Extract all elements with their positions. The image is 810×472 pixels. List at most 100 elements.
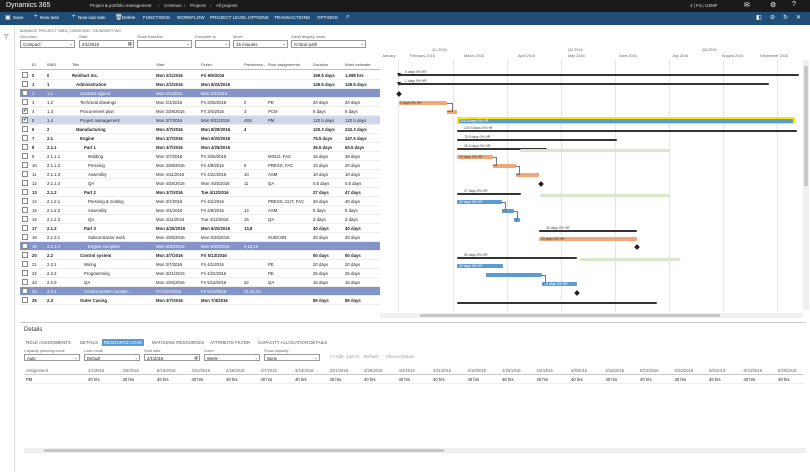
table-row[interactable]: 20 2.2 Control system Mon 3/7/2016 Fri 5/13/… xyxy=(20,251,380,260)
table-row[interactable]: 22 2.2.2 Programming Mon 3/21/2016 Fri 4/22/… xyxy=(20,269,380,278)
table-row[interactable]: ✔ 4 1.3 Procurement plan Mon 2/29/2016 Fri 3/… xyxy=(20,107,380,116)
row-checkbox[interactable]: ✔ xyxy=(22,117,28,123)
scroll-thumb[interactable] xyxy=(804,66,808,186)
gantt-chart[interactable]: Q1 2016 Q2 2016 Q3 2016 January February… xyxy=(380,46,802,312)
help-icon[interactable]: ? xyxy=(792,1,796,8)
table-row[interactable]: 10 2.1.1.2 Pressing Mon 3/28/2016 Fri 4/8/20… xyxy=(20,161,380,170)
row-checkbox[interactable] xyxy=(22,198,28,204)
start-date-input[interactable]: Start date 2/1/2016 ▦ xyxy=(144,349,200,361)
col-header-predecessors[interactable]: Predecess... xyxy=(244,62,267,67)
tab-attribute-filter[interactable]: ATTRIBUTE FILTER xyxy=(210,340,251,345)
attach-icon[interactable]: ⊘ xyxy=(770,15,776,21)
start-date-filter[interactable]: Start 2/1/2016 ▦ xyxy=(79,34,134,48)
breadcrumb-2[interactable]: Common xyxy=(164,3,182,8)
col-header-title[interactable]: Title xyxy=(72,62,80,67)
message-icon[interactable]: ✉ xyxy=(744,2,750,9)
show-capacity-select[interactable]: Show capacity None ⌄ xyxy=(264,349,320,361)
gantt-summary-bar[interactable] xyxy=(457,148,547,150)
table-row[interactable]: 6 2 Manufacturing Mon 3/7/2016 Mon 8/29/2016… xyxy=(20,125,380,134)
gantt-milestone[interactable] xyxy=(538,181,544,187)
table-row[interactable]: 19 2.1.3.2 Engine complete Mon 6/20/2016 Mon… xyxy=(20,242,380,251)
table-row[interactable]: 21 2.2.1 Wiring Mon 3/7/2016 Fri 4/1/2016 PE 2… xyxy=(20,260,380,269)
resource-load-row[interactable]: PM 40 hrs 40 hrs 40 hrs 40 hrs 40 hrs 40 hrs 40… xyxy=(24,376,804,384)
row-checkbox[interactable] xyxy=(22,279,28,285)
breadcrumb-4[interactable]: All projects xyxy=(216,3,238,8)
company-user[interactable]: 4 | Fru; USMF xyxy=(690,3,718,8)
project-level-options-tab[interactable]: PROJECT LEVEL OPTIONS xyxy=(210,15,269,20)
functions-tab[interactable]: FUNCTIONS xyxy=(143,15,170,20)
row-checkbox[interactable] xyxy=(22,252,28,258)
row-checkbox[interactable] xyxy=(22,297,28,303)
gantt-task-bar[interactable] xyxy=(542,282,577,286)
gantt-summary-bar[interactable] xyxy=(457,130,797,132)
row-checkbox[interactable] xyxy=(22,189,28,195)
new-task-button[interactable]: New task xyxy=(40,15,59,20)
table-row[interactable]: 23 2.2.3 QA Mon 4/25/2016 Fri 5/13/2016 22 QA 1… xyxy=(20,278,380,287)
row-checkbox[interactable] xyxy=(22,162,28,168)
table-row[interactable]: ✔ 5 1.4 Project management Mon 3/7/2016 Mon 8… xyxy=(20,116,380,125)
tab-details[interactable]: DETAILS xyxy=(80,340,98,345)
table-row[interactable]: 12 2.1.1.4 QA Mon 4/25/2016 Mon 4/25/2016 11 Q… xyxy=(20,179,380,188)
search-icon[interactable]: ⌕ xyxy=(346,14,350,20)
row-checkbox[interactable] xyxy=(22,126,28,132)
table-row[interactable]: 1 1 Administration Mon 2/1/2016 Mon 8/22/201… xyxy=(20,80,380,89)
col-header-role-assignments[interactable]: Role assignments xyxy=(268,62,300,67)
row-checkbox[interactable] xyxy=(22,243,28,249)
table-row[interactable]: 8 2.1.1 Part 1 Mon 3/7/2016 Mon 4/25/2016 35.… xyxy=(20,143,380,152)
row-checkbox[interactable] xyxy=(22,216,28,222)
grid-view-filter[interactable]: Grid view Compact ⌄ xyxy=(20,34,75,48)
row-checkbox[interactable] xyxy=(22,234,28,240)
gantt-task-bar[interactable] xyxy=(399,101,447,105)
gantt-task-bar[interactable] xyxy=(539,237,637,241)
refresh-icon[interactable]: ↻ xyxy=(783,15,789,21)
gantt-summary-bar[interactable] xyxy=(457,193,521,195)
gantt-summary-bar[interactable] xyxy=(457,302,657,304)
scroll-thumb[interactable] xyxy=(420,314,720,317)
table-row[interactable]: 3 1.2 Technical drawings Mon 2/1/2016 Fri 2/… xyxy=(20,98,380,107)
gantt-milestone[interactable] xyxy=(574,290,580,296)
row-checkbox[interactable] xyxy=(22,153,28,159)
gantt-task-bar[interactable] xyxy=(493,164,516,168)
col-header-wbs[interactable]: WBS xyxy=(47,62,57,67)
gantt-summary-bar[interactable] xyxy=(399,74,799,76)
capacity-planning-mode-select[interactable]: Capacity planning mode Auto ⌄ xyxy=(24,349,80,361)
gear-icon[interactable]: ⚙ xyxy=(770,2,777,9)
row-checkbox[interactable] xyxy=(22,99,28,105)
options-tab[interactable]: OPTIONS xyxy=(317,15,338,20)
row-checkbox[interactable] xyxy=(22,90,28,96)
table-row[interactable]: 13 2.1.2 Part 2 Mon 3/7/2016 Tue 4/12/2016 27… xyxy=(20,188,380,197)
add-left-button[interactable]: << Add xyxy=(330,354,344,359)
row-checkbox[interactable] xyxy=(22,261,28,267)
table-row[interactable]: 15 2.1.2.2 Assembly Mon 4/4/2016 Fri 4/8/201… xyxy=(20,206,380,215)
table-row[interactable]: 0 0 Reinhart Inc. Mon 2/1/2016 Fri 9/9/2016 1… xyxy=(20,71,380,80)
row-checkbox[interactable] xyxy=(22,288,28,294)
gantt-task-bar[interactable] xyxy=(502,209,514,213)
grid-vertical-scrollbar[interactable] xyxy=(803,60,809,310)
compare-to-filter[interactable]: Compare to ⌄ xyxy=(195,34,230,48)
row-checkbox[interactable] xyxy=(22,180,28,186)
new-sub-task-button[interactable]: New sub task xyxy=(78,15,106,20)
tab-capacity-allocation-details[interactable]: CAPACITY ALLOCATION DETAILS xyxy=(258,340,328,345)
col-header-work-estimate[interactable]: Work estimate xyxy=(345,62,371,67)
gantt-task-bar[interactable] xyxy=(447,110,457,114)
gantt-task-bar[interactable] xyxy=(457,264,503,268)
move-filter[interactable]: Move 15 minutes ⌄ xyxy=(233,34,288,48)
table-row[interactable]: 9 2.1.1.1 Molding Mon 3/7/2016 Fri 3/25/2016… xyxy=(20,152,380,161)
row-checkbox[interactable] xyxy=(22,270,28,276)
add-right-button[interactable]: Add >> xyxy=(346,354,360,359)
table-row[interactable]: 11 2.1.1.3 Assembly Mon 4/11/2016 Fri 4/22/2… xyxy=(20,170,380,179)
gantt-summary-bar[interactable] xyxy=(399,83,769,85)
row-checkbox[interactable] xyxy=(22,207,28,213)
zoom-select[interactable]: Zoom Week ⌄ xyxy=(204,349,260,361)
row-checkbox[interactable] xyxy=(22,144,28,150)
scroll-thumb[interactable] xyxy=(44,449,444,452)
gantt-task-bar[interactable] xyxy=(459,119,793,123)
save-icon[interactable]: ▣ xyxy=(5,15,11,21)
table-row[interactable]: 17 2.1.3 Part 3 Mon 4/25/2016 Mon 6/20/2016 1… xyxy=(20,224,380,233)
row-checkbox[interactable]: ✔ xyxy=(22,108,28,114)
col-header-finish[interactable]: Finish xyxy=(201,62,212,67)
close-icon[interactable]: ✕ xyxy=(796,15,802,21)
row-checkbox[interactable] xyxy=(22,81,28,87)
show-baseline-filter[interactable]: Show baseline ⌄ xyxy=(137,34,192,48)
tab-role-assignments[interactable]: ROLE ASSIGNMENTS xyxy=(26,340,71,345)
